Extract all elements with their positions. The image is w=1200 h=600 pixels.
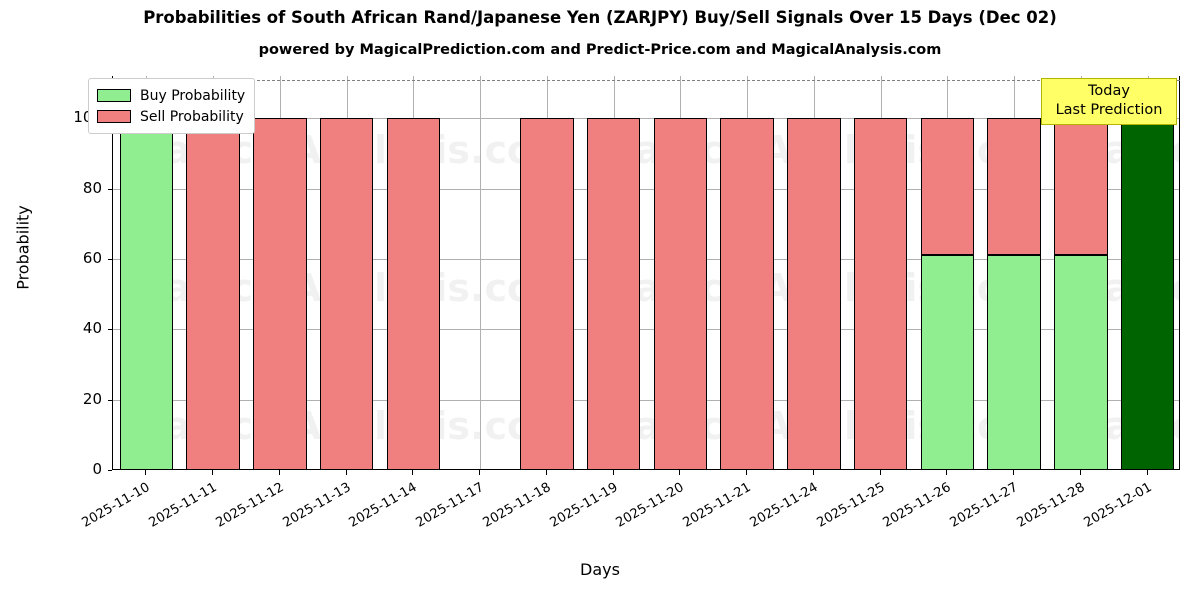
page-title: Probabilities of South African Rand/Japa… xyxy=(143,8,1057,27)
bar-segment xyxy=(987,118,1041,256)
bar-segment xyxy=(386,118,441,469)
x-tick-mark xyxy=(212,470,214,475)
legend-label-sell: Sell Probability xyxy=(140,108,244,125)
x-tick-mark xyxy=(1013,470,1015,475)
today-annotation-line2: Last Prediction xyxy=(1055,102,1163,118)
bar-segment xyxy=(186,118,240,469)
bar-segment xyxy=(987,255,1041,469)
x-tick-mark xyxy=(479,470,481,475)
x-tick-mark xyxy=(879,470,881,475)
gridline-horizontal xyxy=(113,329,1179,331)
x-tick-mark xyxy=(345,470,347,475)
y-tick-mark xyxy=(108,399,112,401)
bar-segment xyxy=(853,118,908,469)
x-tick-mark xyxy=(812,470,814,475)
today-annotation: Today Last Prediction xyxy=(1041,78,1177,125)
gridline-horizontal xyxy=(113,118,1179,120)
y-tick-label: 40 xyxy=(82,319,102,338)
bar-segment xyxy=(920,255,975,469)
x-tick-mark xyxy=(145,470,147,475)
x-tick-mark xyxy=(1079,470,1081,475)
x-tick-mark xyxy=(1146,470,1148,475)
legend-item-sell[interactable]: Sell Probability xyxy=(97,106,245,127)
legend-label-buy: Buy Probability xyxy=(140,87,246,104)
bar-segment xyxy=(520,118,574,469)
gridline-horizontal xyxy=(113,188,1179,190)
x-tick-mark xyxy=(612,470,614,475)
y-tick-mark xyxy=(108,258,112,260)
plot-inner: MagicalAnalysis.com MagicalAnalysis.com … xyxy=(113,76,1179,469)
y-tick-mark xyxy=(108,329,112,331)
y-tick-mark xyxy=(108,470,112,471)
x-tick-mark xyxy=(746,470,748,475)
y-axis-label: Probability xyxy=(13,205,33,290)
gridline-horizontal xyxy=(113,399,1179,401)
bar-segment xyxy=(720,118,774,469)
bar-segment xyxy=(253,118,307,469)
chart-legend[interactable]: Buy Probability Sell Probability xyxy=(88,78,256,134)
bar-segment xyxy=(653,118,708,469)
bar-segment xyxy=(920,118,975,256)
y-tick-label: 0 xyxy=(92,460,102,478)
bar-segment xyxy=(787,118,841,469)
bar-segment xyxy=(586,118,641,469)
x-tick-mark xyxy=(946,470,948,475)
y-tick-label: 80 xyxy=(82,178,102,197)
x-tick-mark xyxy=(679,470,681,475)
legend-swatch-buy xyxy=(97,89,131,102)
bar-segment xyxy=(119,118,174,469)
x-tick-mark xyxy=(412,470,414,475)
x-tick-mark xyxy=(278,470,280,475)
y-tick-label: 20 xyxy=(82,389,102,408)
today-annotation-line1: Today xyxy=(1088,83,1130,99)
y-tick-mark xyxy=(108,188,112,190)
bar-segment xyxy=(1054,118,1108,256)
plot-area: MagicalAnalysis.com MagicalAnalysis.com … xyxy=(112,76,1180,470)
chart-subtitle: powered by MagicalPrediction.com and Pre… xyxy=(258,42,942,58)
x-tick-mark xyxy=(545,470,547,475)
x-axis-label: Days xyxy=(580,560,620,579)
legend-swatch-sell xyxy=(97,110,131,123)
gridline-vertical xyxy=(480,76,482,469)
bar-segment xyxy=(319,118,374,469)
gridline-horizontal xyxy=(113,258,1179,260)
y-tick-label: 60 xyxy=(82,248,102,267)
threshold-dashed-line xyxy=(112,79,1180,81)
legend-item-buy[interactable]: Buy Probability xyxy=(97,85,245,106)
bar-segment xyxy=(1120,118,1175,469)
bar-segment xyxy=(1054,255,1108,469)
